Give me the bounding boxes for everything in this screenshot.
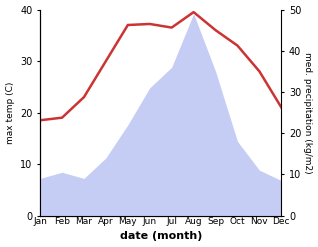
Y-axis label: max temp (C): max temp (C) — [5, 81, 15, 144]
X-axis label: date (month): date (month) — [120, 231, 202, 242]
Y-axis label: med. precipitation (kg/m2): med. precipitation (kg/m2) — [303, 52, 313, 173]
